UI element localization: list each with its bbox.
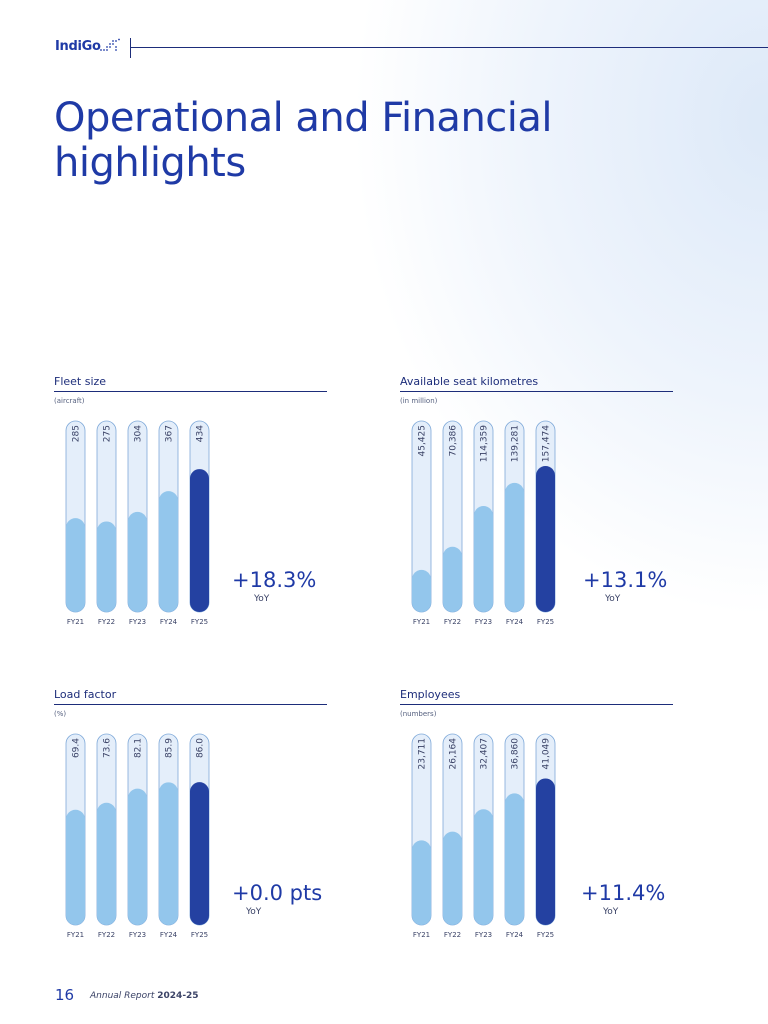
bar-fy24 [505,793,524,925]
yoy-growth-value: +13.1% [583,568,668,592]
category-label: FY23 [475,618,492,626]
bar-fy23 [474,505,493,612]
category-label: FY22 [98,618,115,626]
footer-report-year: 2024-25 [157,991,199,1001]
bar-fy24 [159,782,178,925]
bar-value-label: 45,425 [418,425,428,457]
yoy-label: YoY [246,907,262,917]
chart-title-rule [400,704,673,705]
category-label: FY21 [413,931,430,939]
chart-title-rule [400,391,673,392]
yoy-label: YoY [254,594,270,604]
chart-title: Employees [400,688,461,701]
employees-panel: 23,711 FY21 26,164 FY22 32,407 FY23 36,860 FY24… [400,688,675,958]
chart-title: Load factor [54,688,117,701]
bar-value-label: 367 [165,425,175,442]
bar-value-label: 139,281 [511,425,521,462]
available-seat-km-panel: 45,425 FY21 70,386 FY22 114,359 FY23 139,281 FY… [400,375,675,645]
bar-fy21 [66,809,85,925]
category-label: FY21 [413,618,430,626]
footer-report-title: Annual Report 2024-25 [90,991,199,1001]
fleet-size-panel: 285 FY21 275 FY22 304 FY23 367 FY24 434 FY25 Flee… [54,375,329,645]
category-label: FY22 [444,931,461,939]
bar-fy24 [505,482,524,612]
yoy-label: YoY [603,907,619,917]
yoy-growth-value: +0.0 pts [232,881,323,905]
chart-unit: (%) [54,710,67,718]
plane-dots-icon [100,38,120,51]
chart-title-rule [54,391,327,392]
bar-value-label: 157,474 [542,425,552,462]
bar-fy22 [443,546,462,612]
yoy-label: YoY [605,594,621,604]
employees-chart: 23,711 FY21 26,164 FY22 32,407 FY23 36,860 FY24… [411,733,556,939]
bar-fy22 [97,802,116,925]
bar-fy23 [474,809,493,925]
category-label: FY23 [129,618,146,626]
indigo-logo: IndiGo [55,39,101,54]
chart-unit: (aircraft) [54,397,85,405]
category-label: FY25 [537,618,554,626]
bar-fy23 [128,511,147,612]
category-label: FY21 [67,618,84,626]
bar-value-label: 73.6 [103,738,113,758]
bar-fy22 [443,831,462,925]
bar-value-label: 82.1 [134,738,144,758]
header-rule [131,47,768,48]
category-label: FY25 [191,618,208,626]
yoy-growth-value: +11.4% [581,881,666,905]
category-label: FY23 [129,931,146,939]
chart-unit: (in million) [400,397,438,405]
header-divider-tick [130,38,131,58]
chart-title: Fleet size [54,375,107,388]
chart-title: Available seat kilometres [400,375,539,388]
bar-value-label: 23,711 [418,738,428,770]
load-factor-chart: 69.4 FY21 73.6 FY22 82.1 FY23 85.9 FY24 86.0 FY25 [65,733,210,939]
page-header: IndiGo [0,30,768,70]
bar-value-label: 36,860 [511,738,521,770]
bar-value-label: 285 [72,425,82,442]
category-label: FY25 [537,931,554,939]
load-factor-panel: 69.4 FY21 73.6 FY22 82.1 FY23 85.9 FY24 86.0 FY25… [54,688,329,958]
bar-value-label: 41,049 [542,738,552,770]
bar-fy21 [412,569,431,612]
bar-fy22 [97,521,116,612]
bar-fy23 [128,788,147,925]
bar-value-label: 85.9 [165,738,175,758]
bar-value-label: 26,164 [449,738,459,770]
chart-unit: (numbers) [400,710,437,718]
chart-title-rule [54,704,327,705]
bar-fy25 [190,782,209,925]
bar-fy25 [190,469,209,612]
yoy-growth-value: +18.3% [232,568,317,592]
category-label: FY24 [160,618,178,626]
page-number: 16 [55,986,75,1004]
bar-value-label: 114,359 [480,425,490,462]
category-label: FY22 [444,618,461,626]
bar-value-label: 86.0 [196,738,206,758]
bar-value-label: 304 [134,425,144,442]
footer-report-label: Annual Report [90,991,155,1001]
category-label: FY21 [67,931,84,939]
bar-value-label: 275 [103,425,113,442]
bar-value-label: 434 [196,425,206,442]
bar-fy21 [412,840,431,925]
fleet-size-chart: 285 FY21 275 FY22 304 FY23 367 FY24 434 FY25 [65,420,210,626]
available-seat-km-chart: 45,425 FY21 70,386 FY22 114,359 FY23 139,281 FY… [411,420,556,626]
bar-value-label: 32,407 [480,738,490,770]
category-label: FY24 [506,931,524,939]
bar-value-label: 69.4 [72,738,82,758]
category-label: FY25 [191,931,208,939]
category-label: FY24 [160,931,178,939]
category-label: FY24 [506,618,524,626]
category-label: FY22 [98,931,115,939]
bar-value-label: 70,386 [449,425,459,457]
category-label: FY23 [475,931,492,939]
bar-fy25 [536,465,555,612]
bar-fy21 [66,518,85,612]
bar-fy25 [536,778,555,925]
page-title: Operational and Financial highlights [54,95,553,186]
bar-fy24 [159,491,178,612]
